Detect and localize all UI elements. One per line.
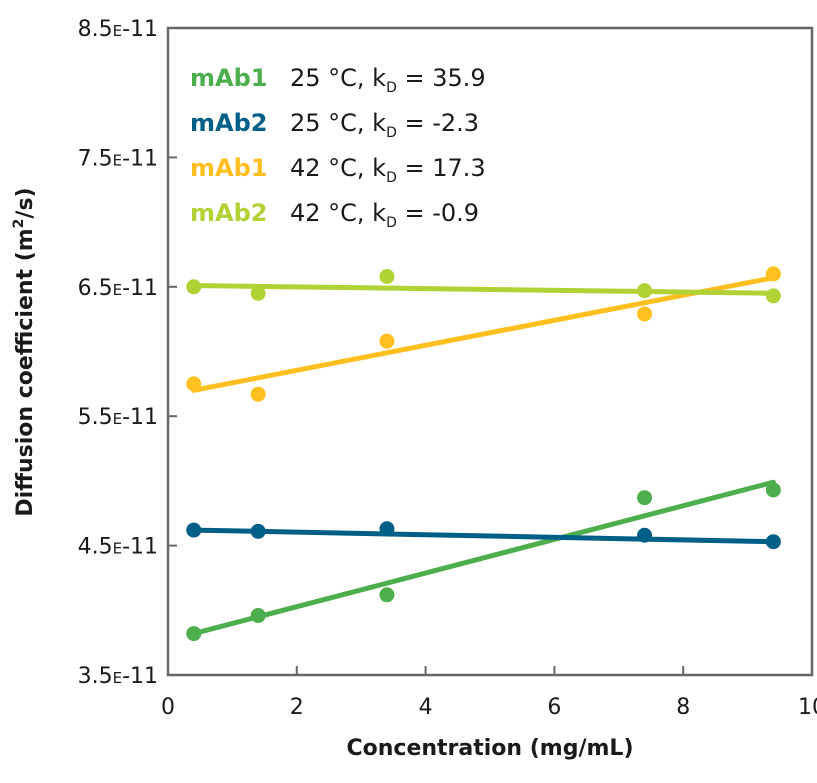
y-tick-label: 5.5E-11 — [78, 405, 158, 430]
data-point-series-3 — [379, 333, 395, 349]
data-point-series-4 — [765, 288, 781, 304]
x-tick-labels: 0 2 4 6 8 10 — [161, 695, 817, 720]
data-point-series-2 — [250, 523, 266, 539]
legend-series-description: 42 °C, kD = 17.3 — [290, 154, 486, 186]
plot-area-frame — [166, 26, 814, 677]
legend-series-name: mAb2 — [190, 199, 267, 227]
fit-line-series-2 — [191, 527, 776, 545]
y-tick-label: 6.5E-11 — [78, 276, 158, 301]
legend-series-description: 25 °C, kD = 35.9 — [290, 64, 486, 96]
x-tick-label: 2 — [290, 695, 304, 720]
y-axis-title: Diffusion coefficient (m2/s) — [11, 187, 38, 516]
data-point-series-3 — [637, 306, 653, 322]
x-tick-label: 4 — [419, 695, 433, 720]
legend-series-description: 25 °C, kD = -2.3 — [290, 109, 479, 141]
axis-ticks — [167, 27, 813, 676]
data-point-series-4 — [250, 285, 266, 301]
fit-line-series-4 — [191, 283, 776, 296]
data-point-series-3 — [250, 386, 266, 402]
data-point-series-1 — [186, 626, 202, 642]
data-point-series-1 — [250, 607, 266, 623]
y-axis-title-main: Diffusion coefficient (m — [13, 228, 38, 516]
y-tick-label: 4.5E-11 — [78, 535, 158, 560]
x-axis-title: Concentration (mg/mL) — [346, 736, 633, 761]
legend-series-name: mAb2 — [190, 109, 267, 137]
x-tick-label: 10 — [798, 695, 817, 720]
y-axis-title-superscript: 2 — [11, 219, 27, 229]
x-tick-label: 6 — [547, 695, 561, 720]
legend-series-name: mAb1 — [190, 64, 267, 92]
legend: mAb1 25 °C, kD = 35.9 mAb2 25 °C, kD = -2.3… — [190, 64, 486, 231]
data-point-series-2 — [765, 534, 781, 550]
data-point-series-2 — [637, 527, 653, 543]
data-point-series-2 — [379, 521, 395, 537]
fit-line-series-1 — [191, 479, 776, 637]
y-tick-label: 3.5E-11 — [78, 664, 158, 689]
x-tick-label: 8 — [676, 695, 690, 720]
fit-line-series-3 — [191, 275, 776, 393]
y-tick-labels: 3.5E-11 4.5E-11 5.5E-11 6.5E-11 7.5E-11 8.5E-… — [78, 17, 158, 689]
data-points — [186, 266, 781, 642]
data-point-series-1 — [765, 482, 781, 498]
data-point-series-1 — [379, 587, 395, 603]
y-axis-title-end: /s) — [13, 187, 38, 218]
y-tick-label: 7.5E-11 — [78, 146, 158, 171]
y-tick-label: 8.5E-11 — [78, 17, 158, 42]
legend-series-description: 42 °C, kD = -0.9 — [290, 199, 479, 231]
fit-lines — [191, 275, 776, 637]
data-point-series-1 — [637, 490, 653, 506]
data-point-series-3 — [186, 376, 202, 392]
data-point-series-2 — [186, 522, 202, 538]
legend-series-name: mAb1 — [190, 154, 267, 182]
x-tick-label: 0 — [161, 695, 175, 720]
data-point-series-4 — [186, 279, 202, 295]
data-point-series-4 — [637, 283, 653, 299]
data-point-series-3 — [765, 266, 781, 282]
data-point-series-4 — [379, 268, 395, 284]
